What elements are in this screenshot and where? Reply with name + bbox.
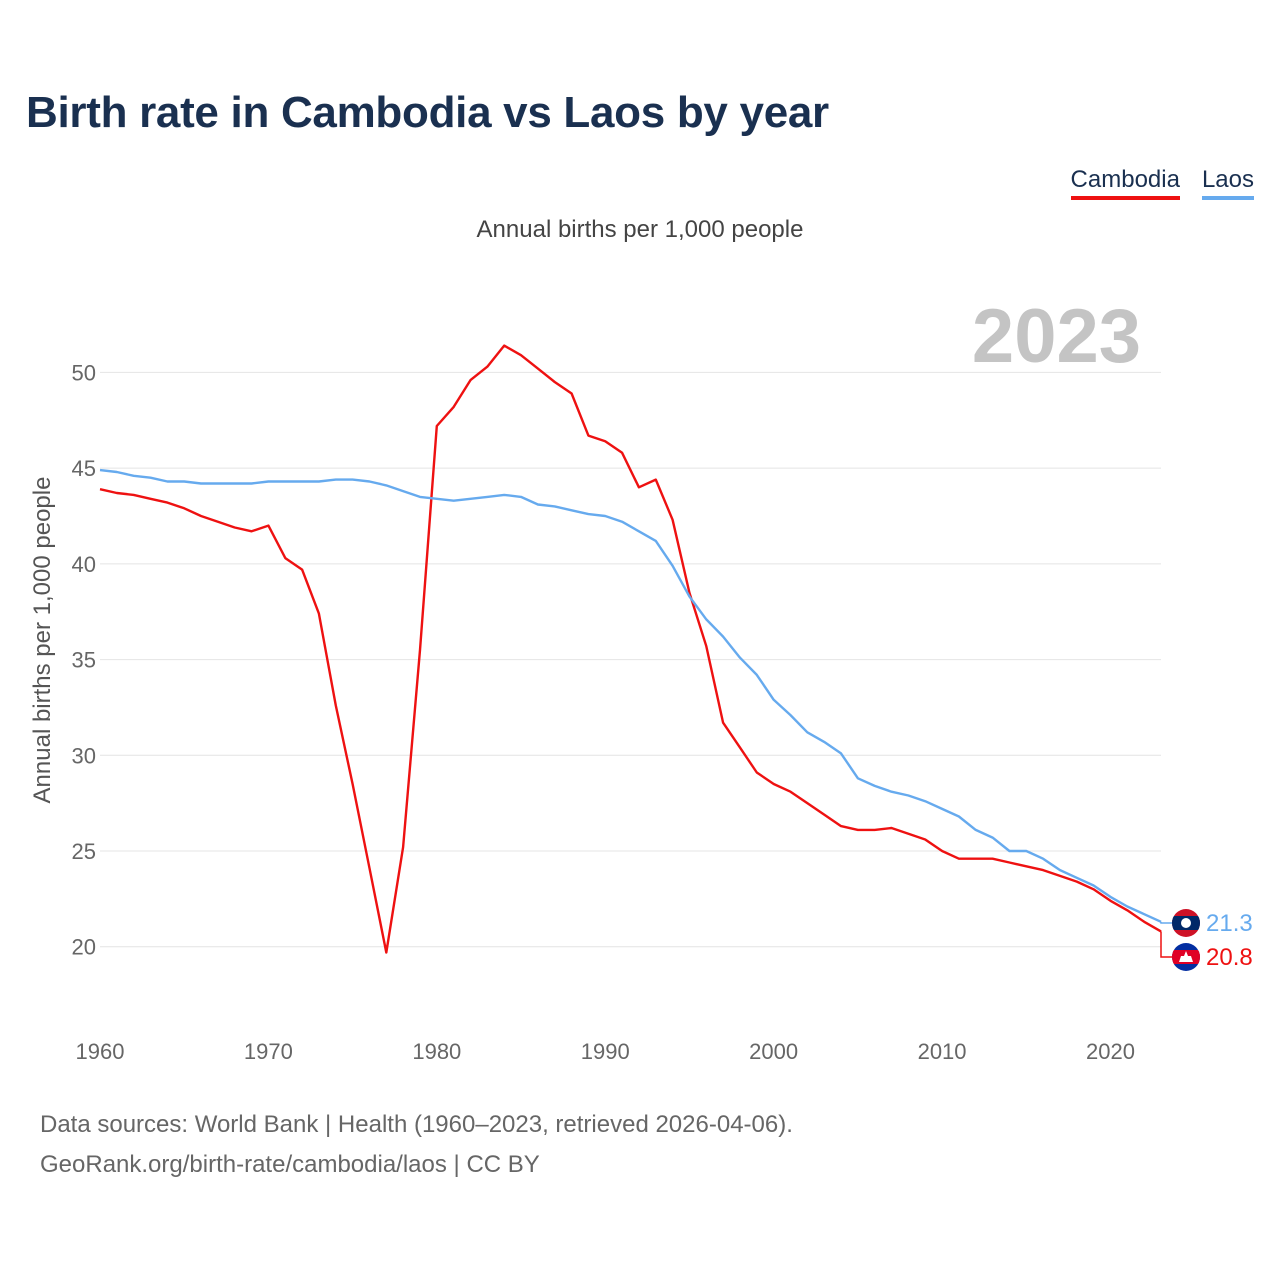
legend-item-cambodia[interactable]: Cambodia bbox=[1070, 166, 1180, 200]
laos-end-value: 21.3 bbox=[1206, 910, 1253, 937]
cambodia-flag-icon bbox=[1172, 943, 1200, 971]
x-tick-label-1960: 1960 bbox=[76, 1039, 125, 1064]
footer-sources: Data sources: World Bank | Health (1960–… bbox=[40, 1111, 793, 1138]
y-tick-label-40: 40 bbox=[72, 552, 96, 577]
footer-link[interactable]: GeoRank.org/birth-rate/cambodia/laos | C… bbox=[40, 1151, 540, 1178]
x-tick-label-2000: 2000 bbox=[749, 1039, 798, 1064]
x-tick-label-1980: 1980 bbox=[412, 1039, 461, 1064]
x-tick-label-1990: 1990 bbox=[581, 1039, 630, 1064]
series-lines bbox=[99, 344, 1162, 954]
series-line-laos[interactable] bbox=[99, 468, 1162, 923]
cambodia-end-connector bbox=[1160, 931, 1172, 958]
x-tick-label-1970: 1970 bbox=[244, 1039, 293, 1064]
x-tick-label-2020: 2020 bbox=[1086, 1039, 1135, 1064]
y-tick-label-45: 45 bbox=[72, 456, 96, 481]
y-tick-label-30: 30 bbox=[72, 743, 96, 768]
footer: Data sources: World Bank | Health (1960–… bbox=[40, 1105, 793, 1185]
y-axis-label: Annual births per 1,000 people bbox=[29, 477, 56, 804]
chart-title: Birth rate in Cambodia vs Laos by year bbox=[26, 88, 829, 137]
cambodia-end-value: 20.8 bbox=[1206, 944, 1253, 971]
x-axis-ticks: 1960 1970 1980 1990 2000 2010 2020 bbox=[76, 1039, 1135, 1064]
series-end-labels: 21.3 20.8 bbox=[1160, 909, 1253, 971]
y-tick-label-50: 50 bbox=[72, 360, 96, 385]
legend: Cambodia Laos bbox=[1070, 166, 1254, 200]
y-tick-label-35: 35 bbox=[72, 648, 96, 673]
y-axis-ticks: 20 25 30 35 40 45 50 bbox=[72, 360, 96, 959]
legend-item-laos[interactable]: Laos bbox=[1201, 166, 1254, 200]
y-tick-label-20: 20 bbox=[72, 935, 96, 960]
x-tick-label-2010: 2010 bbox=[918, 1039, 967, 1064]
laos-end-connector bbox=[1160, 921, 1172, 924]
series-line-cambodia[interactable] bbox=[99, 344, 1162, 954]
year-watermark: 2023 bbox=[972, 294, 1141, 379]
laos-flag-icon bbox=[1172, 909, 1200, 937]
chart-subtitle: Annual births per 1,000 people bbox=[476, 216, 804, 243]
y-tick-label-25: 25 bbox=[72, 839, 96, 864]
